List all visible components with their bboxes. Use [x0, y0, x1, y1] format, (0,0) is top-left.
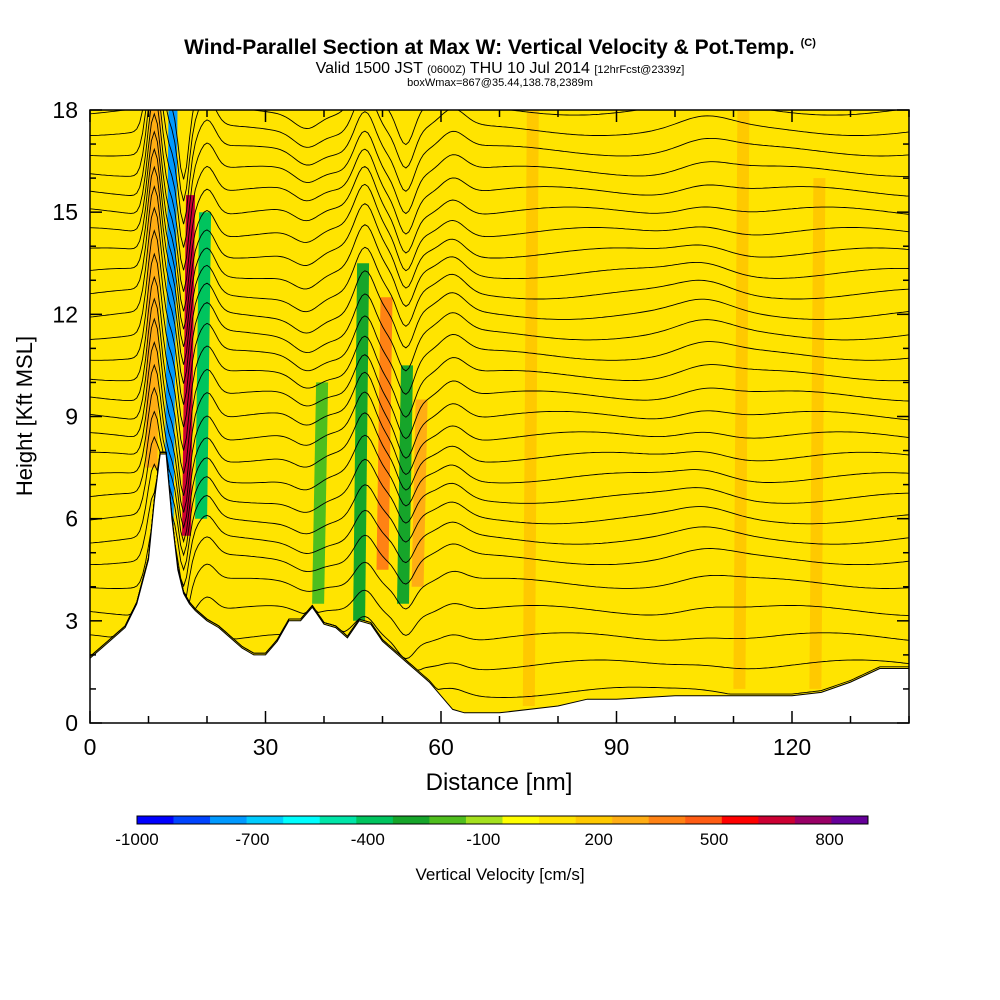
- y-tick-label-3: 9: [65, 404, 78, 430]
- x-axis-ticks: 0 30 60 90 120: [84, 110, 910, 760]
- isentrope-contours: [90, 110, 909, 698]
- isentrope-7: [90, 435, 909, 572]
- y-tick-label-5: 15: [52, 199, 78, 225]
- isentrope-24: [90, 110, 909, 248]
- isentrope-15: [90, 252, 909, 428]
- colorbar-swatch-13: [612, 816, 649, 824]
- colorbar-swatch-14: [648, 816, 686, 824]
- y-tick-label-4: 12: [52, 301, 78, 327]
- colorbar-swatch-0: [137, 816, 174, 824]
- terrain-mask: [90, 453, 909, 723]
- velocity-feature-4: [312, 382, 329, 604]
- forecast-info: [12hrFcst@2339z]: [594, 64, 685, 76]
- isentrope-18: [90, 185, 909, 365]
- x-tick-label-2: 60: [428, 734, 454, 760]
- isentrope-10: [90, 363, 909, 530]
- colorbar-swatch-17: [758, 816, 796, 824]
- y-tick-label-1: 3: [65, 608, 78, 634]
- colorbar-tick-label-3: -100: [466, 830, 500, 849]
- velocity-background: [90, 110, 909, 723]
- colorbar-label: Vertical Velocity [cm/s]: [415, 865, 584, 884]
- isentrope-2: [90, 451, 909, 660]
- isentrope-6: [90, 451, 909, 588]
- colorbar-tick-labels: -1000 -700 -400 -100 200 500 800: [115, 830, 843, 849]
- colorbar-swatch-10: [502, 816, 540, 824]
- colorbar-swatch-3: [246, 816, 284, 824]
- valid-date: THU 10 Jul 2014: [469, 60, 590, 77]
- velocity-feature-10: [692, 110, 709, 689]
- velocity-feature-6: [376, 297, 393, 570]
- isentrope-12: [90, 317, 909, 496]
- colorbar-tick-label-1: -700: [235, 830, 269, 849]
- y-tick-label-6: 18: [52, 97, 78, 123]
- isentrope-26: [90, 110, 909, 202]
- velocity-feature-8: [411, 399, 428, 587]
- copyright-mark: (C): [800, 37, 816, 49]
- x-axis-label: Distance [nm]: [426, 769, 573, 796]
- colorbar-swatch-8: [429, 816, 467, 824]
- isentrope-13: [90, 297, 909, 474]
- isentrope-4: [90, 451, 909, 610]
- colorbar: [136, 815, 869, 825]
- isentrope-20: [90, 147, 909, 330]
- y-tick-label-2: 6: [65, 506, 78, 532]
- colorbar-swatch-4: [283, 816, 321, 824]
- valid-utc: (0600Z): [427, 64, 466, 76]
- colorbar-swatch-12: [575, 816, 613, 824]
- x-tick-label-0: 0: [84, 734, 97, 760]
- chart-title: Wind-Parallel Section at Max W: Vertical…: [184, 36, 816, 59]
- box-info-line: boxWmax=867@35.44,138.78,2389m: [407, 77, 593, 89]
- y-tick-label-0: 0: [65, 710, 78, 736]
- colorbar-swatch-6: [356, 816, 394, 824]
- velocity-feature-5: [353, 263, 370, 621]
- isentrope-23: [90, 110, 909, 271]
- colorbar-swatch-19: [831, 816, 869, 824]
- isentrope-3: [90, 451, 909, 636]
- valid-time-line: Valid 1500 JST (0600Z) THU 10 Jul 2014 […: [0, 60, 1000, 78]
- isentrope-17: [90, 206, 909, 384]
- x-tick-label-1: 30: [253, 734, 279, 760]
- isentrope-5: [90, 451, 909, 597]
- plot-area: [90, 110, 909, 723]
- colorbar-tick-label-5: 500: [700, 830, 728, 849]
- colorbar-swatch-16: [721, 816, 759, 824]
- velocity-feature-7: [397, 365, 413, 604]
- velocity-feature-3: [195, 212, 212, 519]
- y-axis-label: Height [Kft MSL]: [12, 336, 37, 496]
- isentrope-11: [90, 341, 909, 513]
- isentrope-25: [90, 110, 909, 225]
- colorbar-swatch-1: [173, 816, 211, 824]
- colorbar-tick-label-2: -400: [351, 830, 385, 849]
- colorbar-swatch-15: [685, 816, 723, 824]
- colorbar-swatch-2: [210, 816, 247, 824]
- isentrope-21: [90, 130, 909, 312]
- valid-prefix: Valid 1500 JST: [315, 60, 423, 77]
- velocity-feature-12: [809, 178, 826, 689]
- isentrope-8: [90, 410, 909, 557]
- isentrope-16: [90, 229, 909, 405]
- colorbar-tick-label-0: -1000: [115, 830, 158, 849]
- isentrope-14: [90, 275, 909, 451]
- isentrope-22: [90, 112, 909, 292]
- colorbar-swatch-5: [319, 816, 357, 824]
- colorbar-swatch-18: [794, 816, 832, 824]
- isentrope-19: [90, 165, 909, 347]
- velocity-feature-9: [522, 110, 539, 706]
- x-tick-label-3: 90: [604, 734, 630, 760]
- colorbar-tick-label-6: 800: [815, 830, 843, 849]
- x-tick-label-4: 120: [773, 734, 811, 760]
- colorbar-frame: [136, 815, 869, 825]
- colorbar-swatch-7: [392, 816, 430, 824]
- colorbar-swatch-9: [465, 816, 503, 824]
- colorbar-swatch-11: [539, 816, 576, 824]
- velocity-feature-2: [182, 195, 195, 536]
- y-axis-ticks: 0 3 6 9 12 15 18: [52, 97, 909, 736]
- colorbar-tick-label-4: 200: [585, 830, 613, 849]
- isentrope-9: [90, 386, 909, 544]
- velocity-feature-11: [733, 110, 750, 689]
